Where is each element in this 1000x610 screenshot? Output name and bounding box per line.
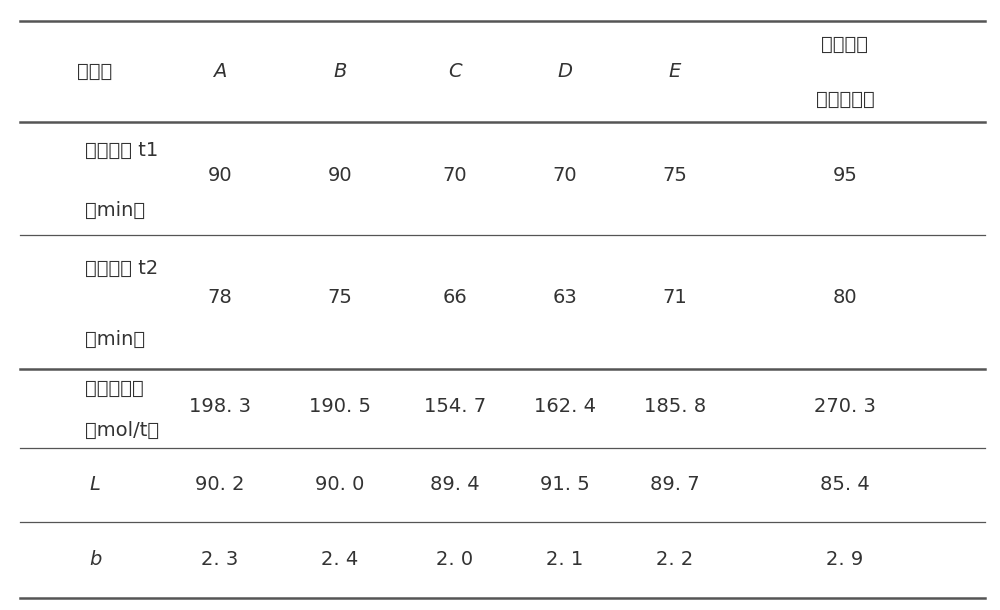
Text: 聚合时间 t2: 聚合时间 t2	[85, 259, 158, 278]
Text: 90: 90	[328, 165, 352, 185]
Text: E: E	[669, 62, 681, 81]
Text: 90: 90	[208, 165, 232, 185]
Text: 70: 70	[553, 165, 577, 185]
Text: b: b	[89, 550, 101, 569]
Text: 90. 0: 90. 0	[315, 475, 365, 495]
Text: 70: 70	[443, 165, 467, 185]
Text: 酯化时间 t1: 酯化时间 t1	[85, 141, 158, 160]
Text: L: L	[90, 475, 100, 495]
Text: 75: 75	[663, 165, 687, 185]
Text: 2. 3: 2. 3	[201, 550, 239, 569]
Text: 154. 7: 154. 7	[424, 397, 486, 416]
Text: 85. 4: 85. 4	[820, 475, 870, 495]
Text: 95: 95	[833, 165, 857, 185]
Text: 89. 4: 89. 4	[430, 475, 480, 495]
Text: 2. 4: 2. 4	[321, 550, 359, 569]
Text: 2. 9: 2. 9	[826, 550, 864, 569]
Text: 端羧基含量: 端羧基含量	[85, 379, 144, 398]
Text: 198. 3: 198. 3	[189, 397, 251, 416]
Text: 钛系催化剂: 钛系催化剂	[816, 90, 874, 109]
Text: 190. 5: 190. 5	[309, 397, 371, 416]
Text: 89. 7: 89. 7	[650, 475, 700, 495]
Text: （mol/t）: （mol/t）	[85, 422, 159, 440]
Text: 催化剂: 催化剂	[77, 62, 113, 81]
Text: 162. 4: 162. 4	[534, 397, 596, 416]
Text: 2. 0: 2. 0	[436, 550, 474, 569]
Text: 75: 75	[328, 289, 352, 307]
Text: （min）: （min）	[85, 330, 145, 349]
Text: B: B	[333, 62, 347, 81]
Text: D: D	[558, 62, 572, 81]
Text: 63: 63	[553, 289, 577, 307]
Text: 2. 1: 2. 1	[546, 550, 584, 569]
Text: 2. 2: 2. 2	[656, 550, 694, 569]
Text: 78: 78	[208, 289, 232, 307]
Text: 80: 80	[833, 289, 857, 307]
Text: 91. 5: 91. 5	[540, 475, 590, 495]
Text: 66: 66	[443, 289, 467, 307]
Text: 71: 71	[663, 289, 687, 307]
Text: （min）: （min）	[85, 201, 145, 220]
Text: C: C	[448, 62, 462, 81]
Text: 185. 8: 185. 8	[644, 397, 706, 416]
Text: 行宇化工: 行宇化工	[822, 35, 868, 54]
Text: A: A	[213, 62, 227, 81]
Text: 270. 3: 270. 3	[814, 397, 876, 416]
Text: 90. 2: 90. 2	[195, 475, 245, 495]
